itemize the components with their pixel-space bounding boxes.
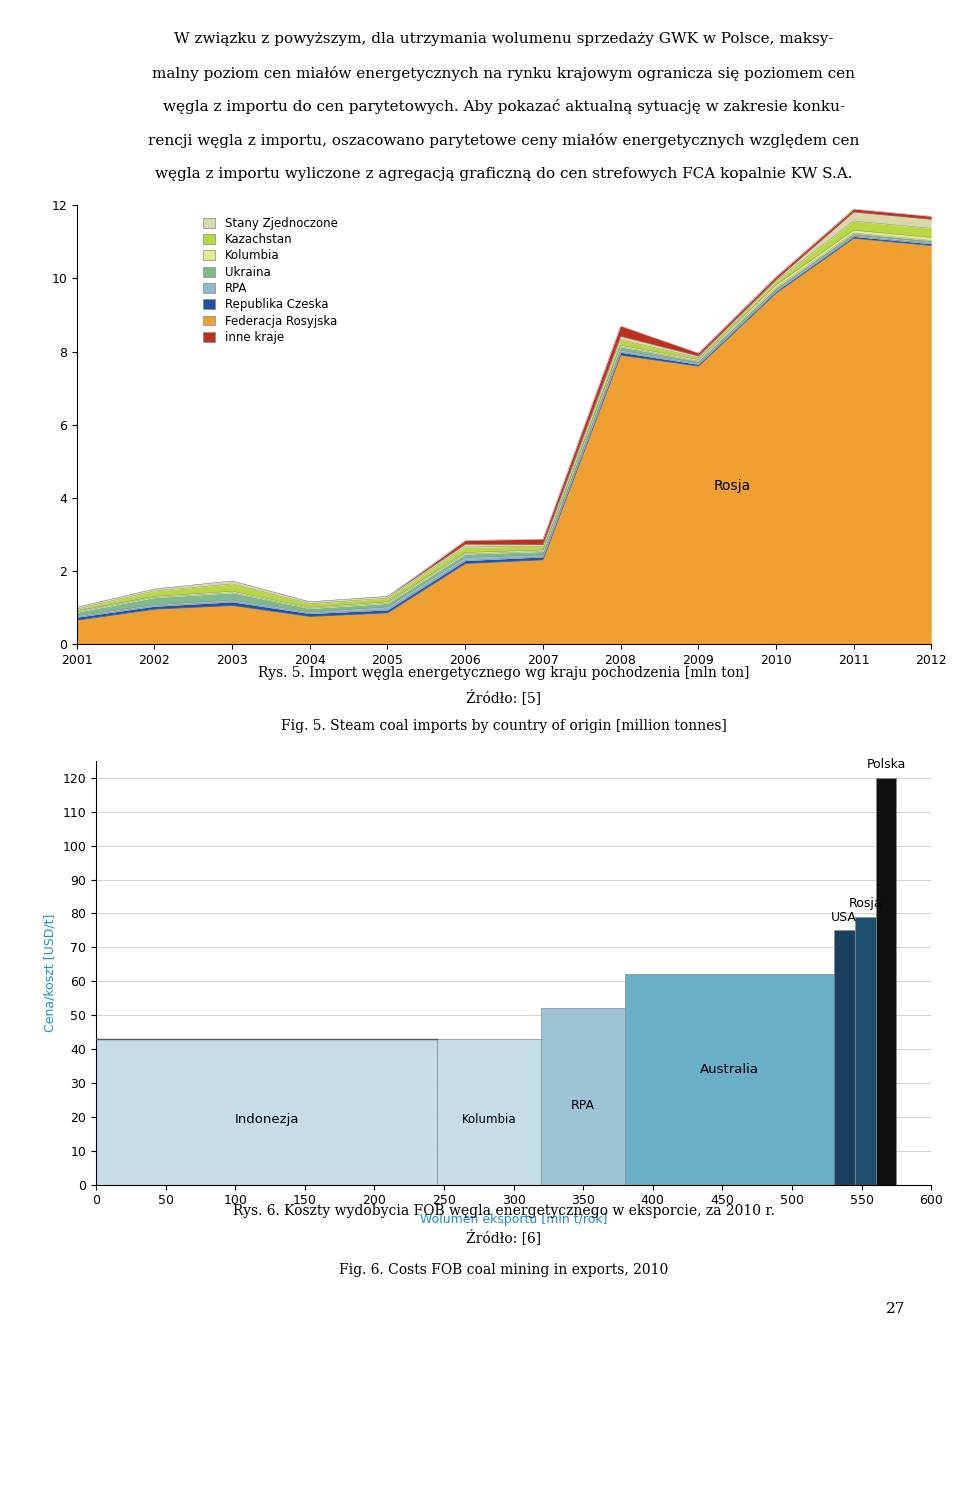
Text: Źródło: [5]: Źródło: [5] [467, 689, 541, 705]
Text: Polska: Polska [866, 758, 905, 772]
Text: Rosja: Rosja [849, 897, 882, 910]
Text: rencji węgla z importu, oszacowano parytetowe ceny miałów energetycznych względe: rencji węgla z importu, oszacowano paryt… [148, 133, 860, 148]
Text: węgla z importu do cen parytetowych. Aby pokazać aktualną sytuację w zakresie ko: węgla z importu do cen parytetowych. Aby… [163, 99, 845, 115]
Bar [96, 1038, 437, 1185]
Text: Indonezja: Indonezja [234, 1112, 299, 1126]
Text: Rys. 6. Koszty wydobycia FOB węgla energetycznego w eksporcie, za 2010 r.: Rys. 6. Koszty wydobycia FOB węgla energ… [233, 1204, 775, 1218]
Bar [833, 930, 854, 1185]
Bar [625, 975, 833, 1185]
Text: USA: USA [831, 910, 857, 924]
Text: 27: 27 [886, 1302, 905, 1316]
Legend: Stany Zjednoczone, Kazachstan, Kolumbia, Ukraina, RPA, Republika Czeska, Federac: Stany Zjednoczone, Kazachstan, Kolumbia,… [203, 216, 339, 345]
Bar [854, 916, 876, 1185]
Text: Kolumbia: Kolumbia [462, 1112, 516, 1126]
Text: Rosja: Rosja [713, 479, 751, 493]
Text: węgla z importu wyliczone z agregacją graficzną do cen strefowych FCA kopalnie K: węgla z importu wyliczone z agregacją gr… [156, 167, 852, 181]
Text: Australia: Australia [700, 1062, 758, 1076]
Text: RPA: RPA [571, 1099, 595, 1112]
Bar [876, 778, 897, 1185]
Text: Fig. 6. Costs FOB coal mining in exports, 2010: Fig. 6. Costs FOB coal mining in exports… [340, 1263, 668, 1276]
Text: W związku z powyższym, dla utrzymania wolumenu sprzedaży GWK w Polsce, maksy-: W związku z powyższym, dla utrzymania wo… [175, 33, 833, 47]
Text: Rys. 5. Import węgla energetycznego wg kraju pochodzenia [mln ton]: Rys. 5. Import węgla energetycznego wg k… [258, 666, 750, 680]
X-axis label: Wolumen eksportu [mln t/rok]: Wolumen eksportu [mln t/rok] [420, 1213, 608, 1227]
Bar [437, 1038, 541, 1185]
Text: Źródło: [6]: Źródło: [6] [467, 1230, 541, 1246]
Bar [541, 1008, 625, 1185]
Text: Fig. 5. Steam coal imports by country of origin [million tonnes]: Fig. 5. Steam coal imports by country of… [281, 719, 727, 732]
Text: malny poziom cen miałów energetycznych na rynku krajowym ogranicza się poziomem : malny poziom cen miałów energetycznych n… [153, 65, 855, 80]
Y-axis label: Cena/koszt [USD/t]: Cena/koszt [USD/t] [44, 913, 57, 1032]
